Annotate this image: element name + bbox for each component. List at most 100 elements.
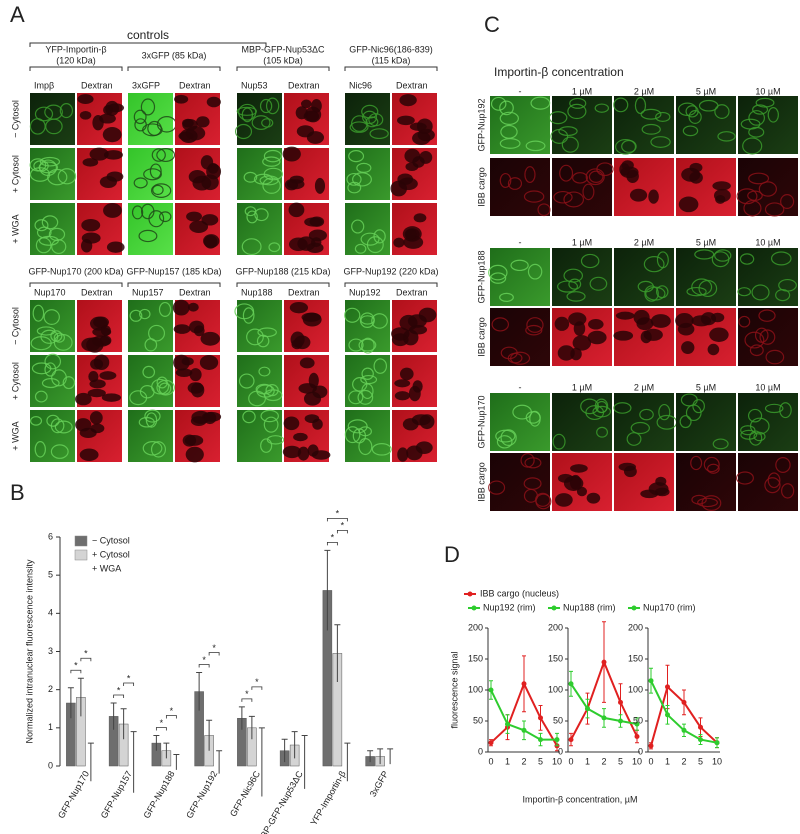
cell	[34, 219, 49, 232]
group-title: MBP-GFP-Nup53ΔC	[241, 44, 325, 54]
cell	[201, 214, 219, 226]
micrograph	[735, 453, 798, 511]
x-tick-label: 5	[618, 756, 623, 766]
cell	[44, 353, 62, 370]
cell	[499, 100, 514, 116]
cell	[563, 475, 584, 491]
error-bar	[291, 731, 298, 759]
marker	[648, 743, 654, 749]
group-title: GFP-Nup188 (215 kDa)	[235, 266, 330, 276]
cell	[765, 349, 785, 365]
cell	[314, 177, 326, 194]
row-label: + WGA	[10, 214, 20, 243]
cell	[99, 176, 117, 189]
cell	[739, 253, 755, 265]
micrograph	[29, 148, 77, 200]
cell	[640, 489, 659, 499]
cell	[679, 415, 692, 429]
cell	[680, 393, 698, 407]
micrograph-bg	[552, 158, 612, 216]
group-title: YFP-Importin-β	[45, 44, 106, 54]
cell	[200, 155, 214, 170]
significance-bracket	[198, 664, 210, 668]
y-tick-label: 0	[638, 746, 643, 756]
micrograph-bg	[128, 203, 173, 255]
cell	[499, 172, 512, 189]
significance-mark: *	[202, 655, 206, 665]
cell	[303, 391, 322, 406]
cell	[151, 183, 172, 198]
y-axis-label: fluorescence signal	[449, 651, 459, 728]
cell	[89, 147, 109, 161]
cell	[29, 416, 43, 426]
cell	[357, 389, 374, 405]
significance-bracket	[123, 682, 135, 687]
cell	[767, 472, 781, 489]
cell	[613, 402, 632, 414]
marker	[665, 712, 670, 718]
cell	[655, 111, 671, 123]
cell	[711, 251, 730, 268]
x-tick-label: GFP-Nup192	[184, 769, 219, 820]
micrograph	[490, 308, 550, 366]
error-bar	[77, 677, 84, 717]
cell	[348, 338, 364, 352]
y-tick-label: 150	[468, 653, 483, 663]
significance-mark: *	[341, 521, 345, 531]
marker	[488, 740, 494, 746]
micrograph	[392, 93, 437, 145]
cell	[742, 137, 763, 155]
micrograph	[613, 96, 674, 155]
micrograph-bg	[237, 93, 282, 145]
y-tick-label: 4	[48, 608, 53, 618]
marker	[538, 715, 543, 721]
micrograph	[175, 410, 222, 463]
cell	[682, 125, 699, 137]
micrograph	[391, 300, 437, 352]
cell	[764, 477, 781, 494]
cell	[265, 384, 279, 397]
legend-swatch	[74, 535, 88, 547]
micrograph	[77, 300, 122, 353]
cell	[299, 357, 315, 369]
cell	[489, 272, 507, 284]
group-subtitle: (105 kDa)	[263, 55, 303, 65]
micrograph-bg	[490, 248, 550, 306]
cell	[399, 367, 414, 381]
controls-label: controls	[127, 28, 169, 42]
cell	[30, 336, 52, 351]
y-tick-label: 150	[628, 653, 643, 663]
x-tick-label: GFP-Nic96C	[228, 769, 262, 819]
cell	[295, 106, 308, 120]
cell	[559, 164, 574, 182]
cell	[156, 376, 168, 389]
cell	[89, 411, 103, 425]
row-label: IBB cargo	[476, 462, 486, 502]
cell	[555, 493, 573, 507]
cell	[707, 463, 720, 474]
micrograph	[284, 300, 329, 352]
micrograph	[675, 308, 736, 366]
cell	[689, 171, 703, 184]
cell	[149, 163, 162, 179]
cell	[641, 123, 661, 135]
cell	[650, 314, 671, 328]
error-bar	[387, 748, 394, 765]
cell	[736, 188, 758, 205]
significance-bracket	[70, 669, 82, 674]
cell	[286, 179, 305, 190]
cell	[44, 362, 57, 377]
micrograph-bg	[738, 158, 798, 216]
row-label: − Cytosol	[10, 100, 20, 138]
cell	[748, 172, 770, 185]
significance-mark: *	[336, 509, 340, 519]
cell	[535, 493, 552, 510]
column-label: Dextran	[179, 80, 211, 90]
column-label: 2 µM	[634, 237, 654, 247]
micrograph	[284, 202, 329, 255]
error-bar	[120, 708, 127, 740]
group-bracket	[344, 66, 438, 71]
cell	[348, 150, 365, 163]
error-bar	[110, 702, 117, 730]
cell	[185, 125, 206, 141]
